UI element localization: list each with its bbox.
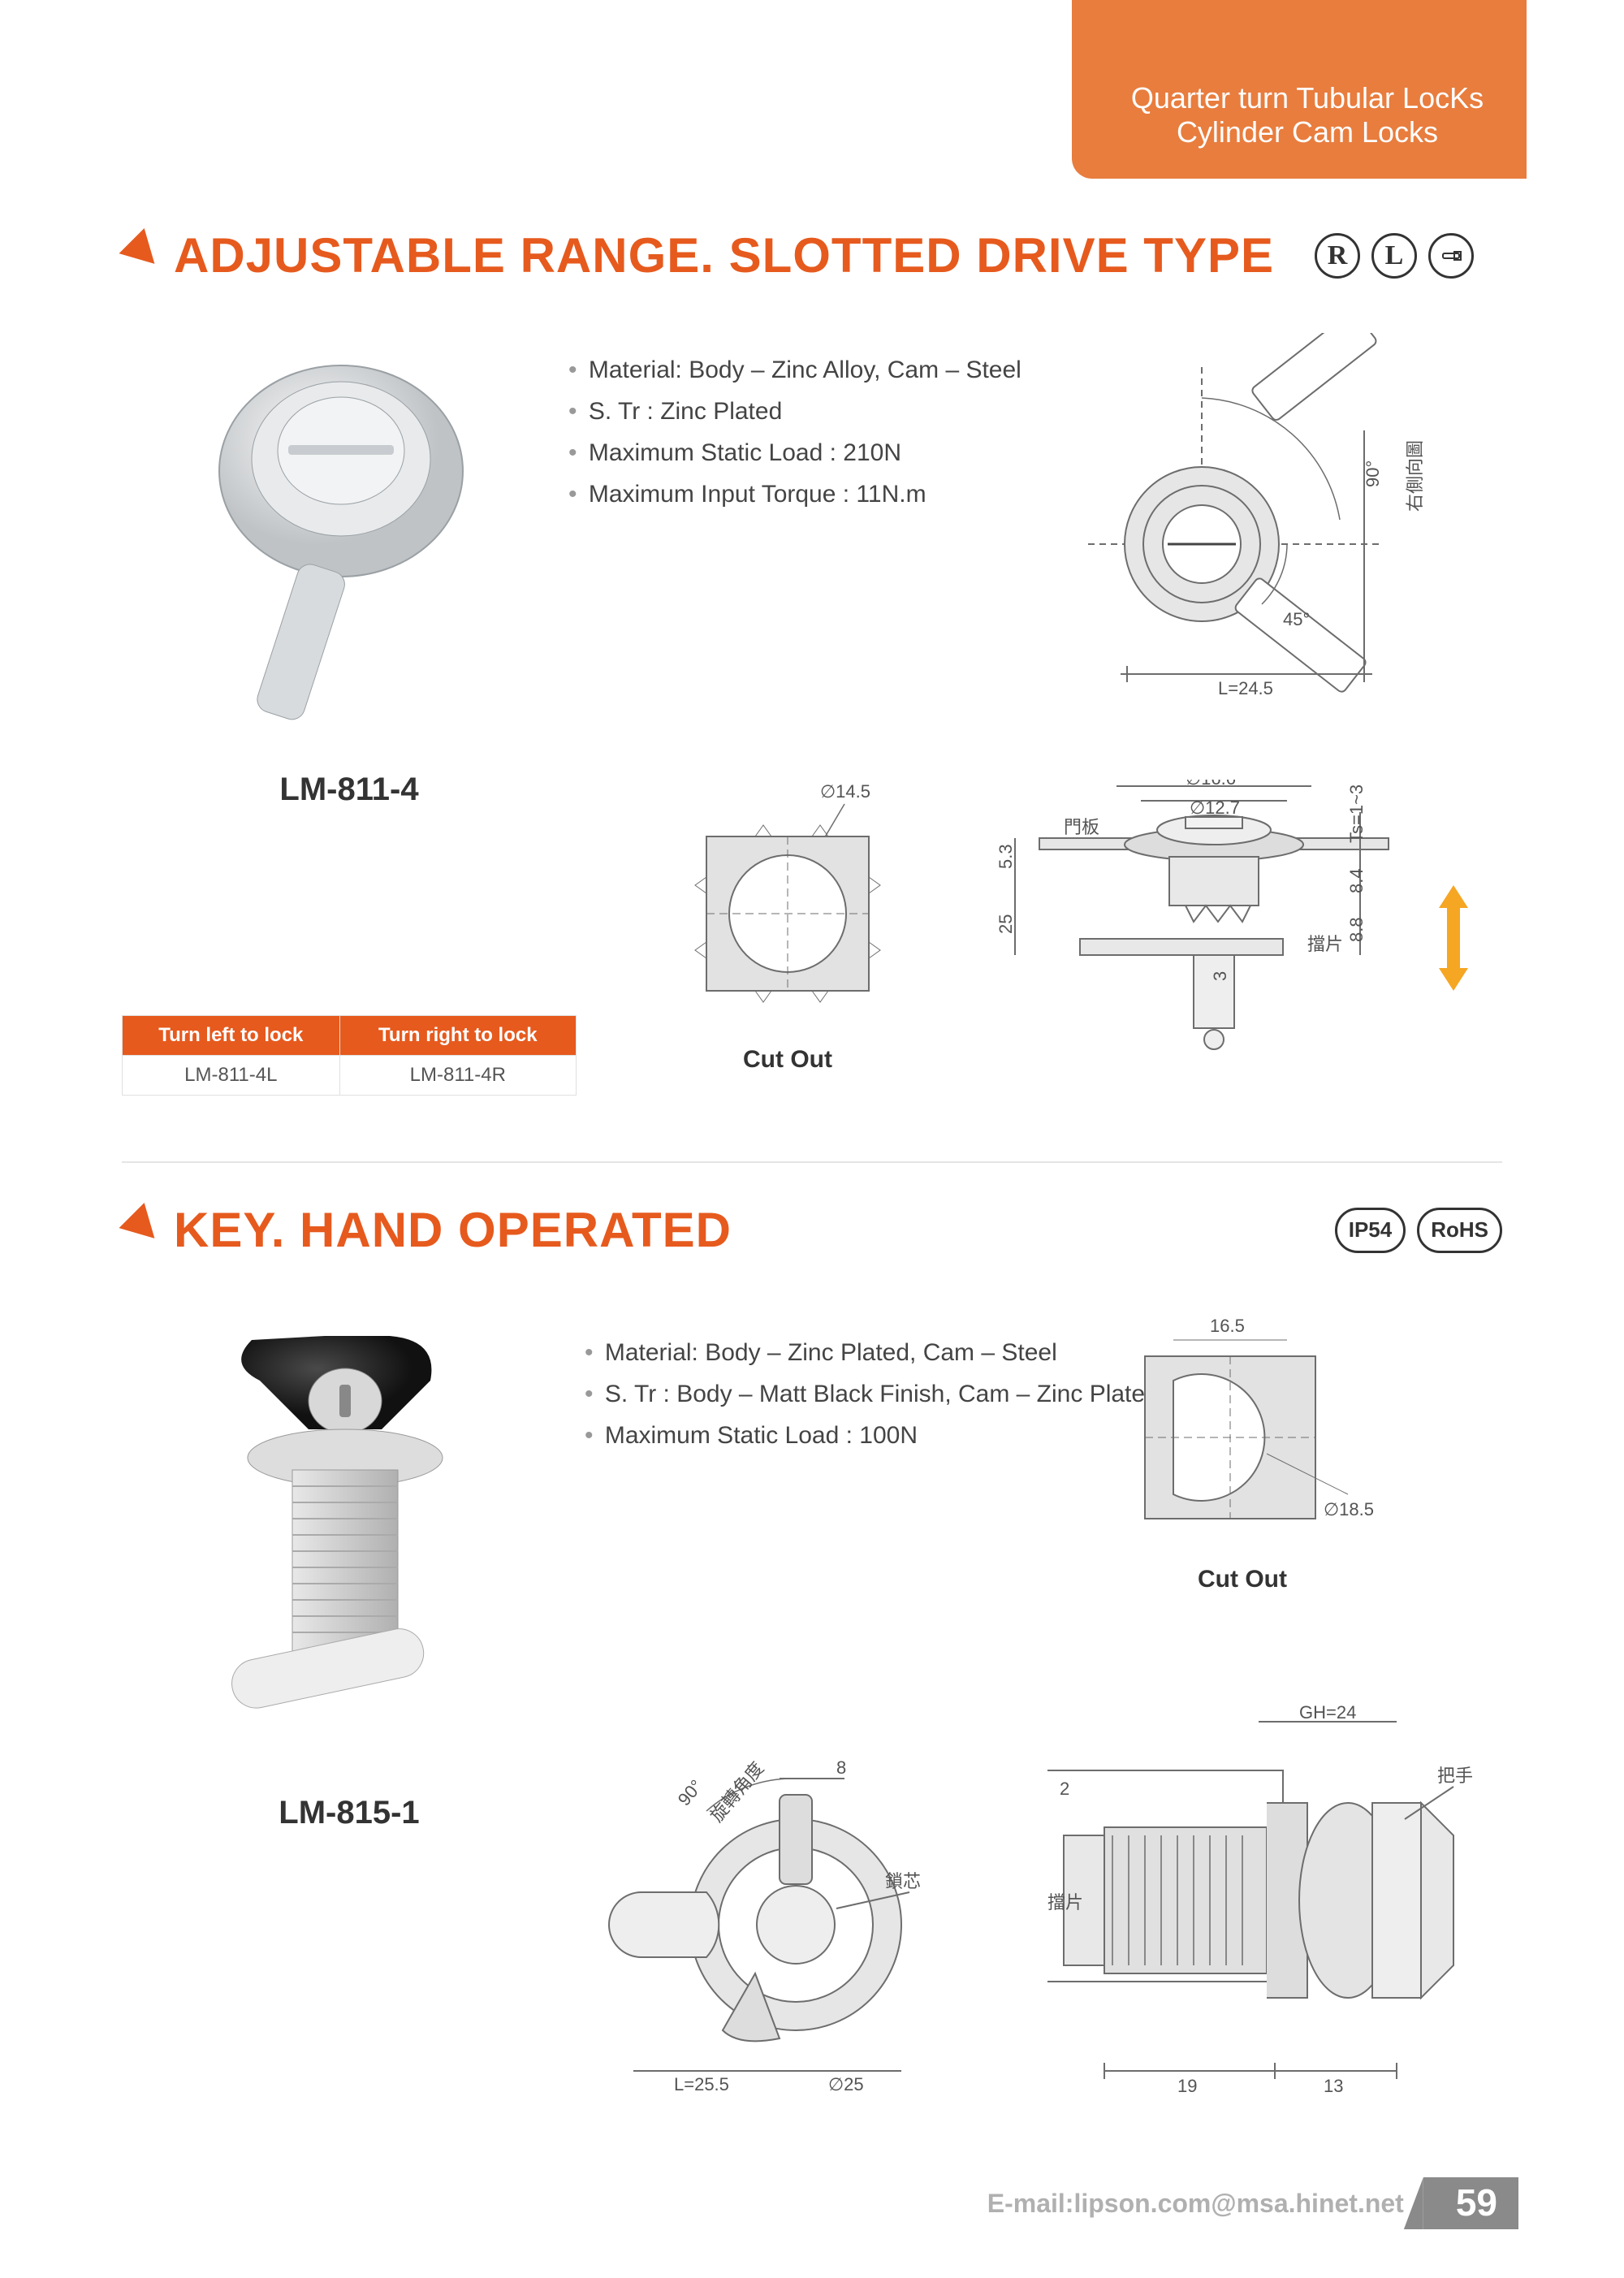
svg-text:25: 25: [996, 914, 1016, 934]
spec-item: Material: Body – Zinc Alloy, Cam – Steel: [568, 349, 1021, 391]
badge-ip54: IP54: [1335, 1208, 1406, 1253]
section-divider: [122, 1161, 1502, 1163]
svg-text:∅18.5: ∅18.5: [1324, 1499, 1374, 1519]
section-adjustable-range: ADJUSTABLE RANGE. SLOTTED DRIVE TYPE R L: [122, 227, 1502, 283]
table-cell: LM-811-4R: [339, 1056, 576, 1096]
svg-text:門板: 門板: [1064, 817, 1099, 837]
section2-badges: IP54 RoHS: [1335, 1208, 1502, 1253]
spec-item: S. Tr : Zinc Plated: [568, 391, 1021, 432]
section2-product-code: LM-815-1: [162, 1795, 536, 1831]
svg-text:∅14.5: ∅14.5: [820, 781, 870, 802]
spec-item: Material: Body – Zinc Plated, Cam – Stee…: [585, 1332, 1159, 1373]
chevron-icon: [119, 1203, 167, 1251]
badge-rohs: RoHS: [1417, 1208, 1502, 1253]
section2-side-diagram: GH=24 2 把手 擋片 19 13: [1007, 1705, 1494, 2112]
cutout-label: Cut Out: [743, 1046, 832, 1074]
spec-item: S. Tr : Body – Matt Black Finish, Cam – …: [585, 1373, 1159, 1415]
svg-text:旋轉角度: 旋轉角度: [706, 1758, 768, 1826]
table-cell: LM-811-4L: [123, 1056, 340, 1096]
svg-text:2: 2: [1060, 1779, 1069, 1799]
svg-text:∅25: ∅25: [828, 2074, 864, 2094]
badge-tool-icon: [1428, 233, 1474, 279]
svg-text:13: 13: [1324, 2076, 1343, 2096]
section1-cutout-diagram: ∅14.5 Cut Out: [641, 780, 934, 1074]
svg-text:L=25.5: L=25.5: [674, 2074, 729, 2094]
section1-variant-table: Turn left to lock Turn right to lock LM-…: [122, 1015, 577, 1096]
svg-text:5.3: 5.3: [996, 844, 1016, 869]
category-header: Quarter turn Tubular LocKs Cylinder Cam …: [1072, 0, 1527, 179]
adjust-arrow-icon: [1437, 885, 1470, 991]
section-key-hand-operated: KEY. HAND OPERATED IP54 RoHS: [122, 1202, 1502, 1258]
svg-text:鎖芯: 鎖芯: [885, 1871, 921, 1891]
svg-text:把手: 把手: [1437, 1766, 1473, 1786]
section2-cutout-diagram: 16.5 ∅18.5 Cut Out: [1096, 1316, 1389, 1593]
svg-text:8.8: 8.8: [1346, 917, 1367, 942]
section1-photo-area: LM-811-4: [154, 341, 544, 808]
cutout-label-2: Cut Out: [1198, 1566, 1287, 1593]
section1-specs: Material: Body – Zinc Alloy, Cam – Steel…: [568, 349, 1021, 515]
footer-email: E-mail:lipson.com@msa.hinet.net: [987, 2189, 1404, 2219]
svg-text:90°: 90°: [1363, 460, 1383, 487]
svg-text:90°: 90°: [674, 1776, 707, 1810]
svg-text:L=24.5: L=24.5: [1218, 678, 1273, 698]
chevron-icon: [119, 228, 167, 276]
svg-text:GH=24: GH=24: [1299, 1705, 1356, 1723]
section2-title: KEY. HAND OPERATED: [174, 1202, 732, 1258]
svg-text:45°: 45°: [1283, 609, 1310, 629]
badge-r: R: [1315, 233, 1360, 279]
section1-side-diagram: ∅16.6 ∅12.7 5.3 25 門板 擋片 Ts=1~3 8.4 8.8 …: [966, 780, 1453, 1072]
spec-item: Maximum Static Load : 210N: [568, 432, 1021, 473]
spec-item: Maximum Input Torque : 11N.m: [568, 473, 1021, 515]
section1-product-code: LM-811-4: [154, 772, 544, 808]
page-number: 59: [1423, 2177, 1518, 2229]
section2-front-diagram: 90° 旋轉角度 8 鎖芯 L=25.5 ∅25: [585, 1746, 974, 2103]
table-header: Turn right to lock: [339, 1016, 576, 1056]
section2-photo-area: LM-815-1: [162, 1316, 536, 1831]
header-line1: Quarter turn Tubular LocKs: [1121, 81, 1494, 115]
svg-text:右側向圖: 右側向圖: [1405, 440, 1425, 512]
svg-text:16.5: 16.5: [1210, 1316, 1245, 1336]
svg-text:3: 3: [1210, 971, 1230, 981]
section1-title: ADJUSTABLE RANGE. SLOTTED DRIVE TYPE: [174, 227, 1274, 283]
svg-text:8: 8: [836, 1757, 846, 1778]
badge-l: L: [1371, 233, 1417, 279]
svg-text:擋片: 擋片: [1047, 1892, 1083, 1913]
svg-text:擋片: 擋片: [1307, 934, 1343, 954]
section2-specs: Material: Body – Zinc Plated, Cam – Stee…: [585, 1332, 1159, 1456]
page-footer: E-mail:lipson.com@msa.hinet.net 59: [987, 2177, 1518, 2229]
svg-text:∅16.6: ∅16.6: [1186, 780, 1236, 789]
svg-text:19: 19: [1177, 2076, 1197, 2096]
svg-text:Ts=1~3: Ts=1~3: [1346, 785, 1367, 843]
product-photo-2: [162, 1316, 536, 1770]
svg-text:8.4: 8.4: [1346, 868, 1367, 893]
section1-angle-diagram: 90° 45° L=24.5 右側向圖: [1039, 333, 1462, 707]
table-header: Turn left to lock: [123, 1016, 340, 1056]
header-line2: Cylinder Cam Locks: [1121, 115, 1494, 149]
product-photo-1: [154, 341, 544, 747]
section1-badges: R L: [1315, 233, 1474, 279]
spec-item: Maximum Static Load : 100N: [585, 1415, 1159, 1456]
